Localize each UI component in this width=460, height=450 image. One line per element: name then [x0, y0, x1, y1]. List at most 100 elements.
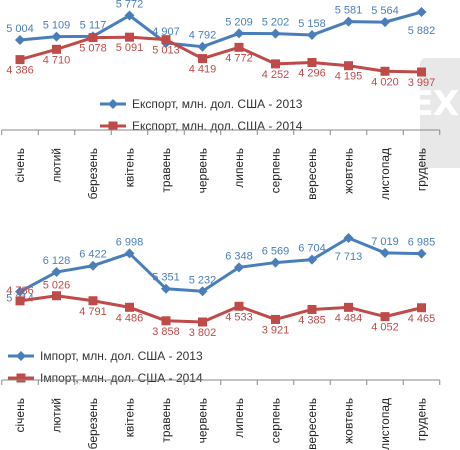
data-label: 4 710: [43, 54, 71, 66]
category-label: квітень: [123, 398, 137, 437]
data-label: 4 791: [79, 306, 107, 318]
export-chart: 5 004 5 109 5 117 5 772 4 907 4 792 5 209 5 202…: [1, 0, 441, 200]
data-point: [88, 260, 98, 271]
data-point: [124, 248, 135, 259]
data-point: [234, 28, 244, 39]
data-point: [198, 54, 207, 64]
data-point: [307, 254, 317, 265]
data-point: [125, 32, 134, 42]
data-point: [343, 16, 354, 27]
category-label: травень: [159, 398, 173, 443]
data-label: 4 486: [116, 312, 144, 324]
data-point: [416, 248, 427, 259]
data-point: [416, 7, 427, 17]
legend-entry: Експорт, млн. дол. США - 2014: [132, 119, 303, 133]
data-point: [161, 316, 171, 326]
category-label: квітень: [123, 148, 137, 187]
data-point: [270, 28, 281, 39]
category-label: січень: [13, 398, 27, 432]
data-point: [88, 33, 98, 43]
category-label: листопад: [378, 148, 392, 200]
data-point: [307, 30, 317, 41]
data-label: 5 581: [335, 5, 363, 17]
data-point: [15, 286, 25, 297]
data-label: 6 704: [298, 243, 326, 255]
data-label: 5 882: [408, 25, 436, 37]
data-label: 5 351: [152, 272, 180, 284]
category-label: березень: [86, 148, 100, 199]
data-label: 4 533: [225, 311, 253, 323]
data-point: [88, 296, 98, 306]
category-label: вересень: [305, 148, 319, 200]
data-label: 4 484: [335, 312, 363, 324]
data-label: 4 419: [189, 64, 217, 76]
data-point: [197, 41, 208, 52]
series-line: [19, 10, 422, 49]
category-label: липень: [232, 398, 246, 438]
category-label: лютий: [50, 148, 64, 183]
category-label: вересень: [305, 398, 319, 450]
category-label: липень: [232, 148, 246, 188]
category-label: січень: [13, 148, 27, 182]
data-label: 4 792: [189, 30, 217, 42]
decorative-banner-text: EX: [410, 84, 459, 124]
data-label: 3 921: [262, 324, 290, 336]
series-line: [19, 294, 422, 324]
category-label: серпень: [269, 398, 283, 443]
data-label: 5 117: [80, 19, 107, 31]
legend-entry: Імпорт, млн. дол. США - 2013: [40, 349, 203, 363]
data-label: 5 772: [116, 0, 144, 11]
data-label: 5 078: [79, 43, 107, 55]
data-point: [52, 44, 61, 54]
category-label: березень: [86, 398, 100, 449]
category-label: червень: [196, 148, 210, 193]
legend-marker: [108, 99, 118, 109]
data-point: [380, 66, 390, 76]
data-point: [344, 61, 353, 71]
data-point: [234, 262, 244, 273]
data-point: [124, 10, 135, 21]
legend-marker: [16, 351, 26, 361]
data-label: 3 802: [189, 327, 217, 339]
data-point: [307, 57, 317, 67]
data-label: 3 997: [408, 77, 436, 89]
legend-entry: Експорт, млн. дол. США - 2013: [132, 97, 303, 111]
data-point: [51, 267, 62, 278]
data-label: 4 786: [6, 285, 34, 297]
data-label: 5 202: [262, 17, 290, 29]
data-point: [198, 317, 207, 327]
data-point: [234, 301, 244, 311]
data-point: [271, 59, 280, 69]
data-label: 5 158: [298, 18, 326, 30]
data-point: [51, 31, 62, 42]
data-point: [271, 314, 280, 324]
data-label: 7 019: [371, 236, 399, 248]
legend-entry: Імпорт, млн. дол. США - 2014: [40, 371, 203, 385]
data-label: 6 985: [408, 237, 436, 249]
legend-marker: [16, 373, 26, 383]
data-label: 6 569: [262, 246, 290, 258]
data-label: 6 348: [225, 250, 253, 262]
data-point: [15, 55, 25, 65]
data-point: [161, 35, 171, 45]
data-label: 4 195: [335, 71, 363, 83]
category-label: червень: [196, 398, 210, 443]
category-label: листопад: [378, 398, 392, 450]
series-line: [19, 35, 422, 74]
category-label: жовтень: [342, 148, 356, 194]
series-line: [19, 236, 422, 293]
data-point: [197, 286, 208, 297]
data-label: 5 091: [116, 42, 144, 54]
data-point: [380, 17, 390, 28]
data-point: [15, 296, 25, 306]
data-label: 4 465: [408, 313, 436, 325]
data-point: [344, 302, 353, 312]
data-label: 4 296: [298, 67, 326, 79]
data-label: 3 858: [152, 326, 180, 338]
data-label: 4 907: [152, 26, 180, 38]
category-label: травень: [159, 148, 173, 193]
category-label: жовтень: [342, 398, 356, 444]
data-label: 6 998: [116, 236, 144, 248]
